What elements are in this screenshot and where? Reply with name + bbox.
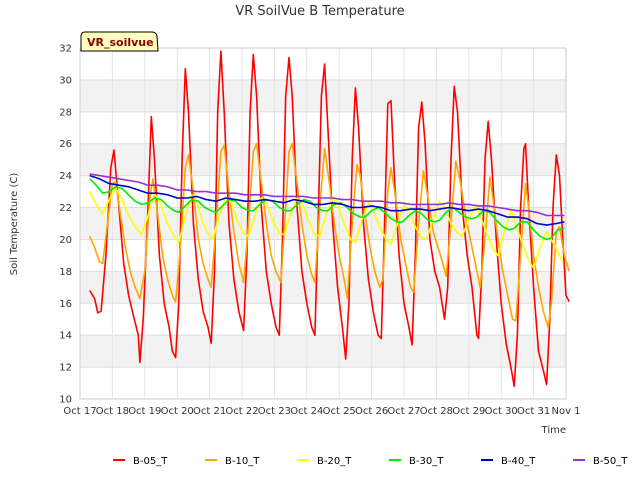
y-tick-label: 20: [59, 235, 72, 246]
x-tick-label: Oct 21: [193, 406, 226, 417]
plot-band: [80, 271, 566, 304]
x-tick-label: Oct 27: [387, 406, 420, 417]
x-tick-label: Oct 18: [96, 406, 129, 417]
y-tick-label: 26: [59, 139, 72, 150]
x-tick-label: Oct 30: [485, 406, 518, 417]
series-line-b-50_t: [89, 173, 565, 217]
legend: B-05_T B-10_T B-20_T B-30_T B-40_T B-50_T: [113, 456, 628, 467]
y-tick-label: 28: [59, 107, 72, 118]
x-tick-label: Oct 19: [128, 406, 161, 417]
legend-item: B-40_T: [481, 456, 536, 467]
x-axis-label: Time: [541, 425, 566, 436]
badge-label: VR_soilvue: [87, 36, 154, 49]
station-badge: VR_soilvue: [80, 31, 159, 52]
legend-item: B-10_T: [205, 456, 260, 467]
x-tick-label: Oct 29: [452, 406, 485, 417]
x-tick-label: Oct 28: [420, 406, 453, 417]
y-tick-label: 18: [59, 267, 72, 278]
x-tick-label: Oct 22: [225, 406, 258, 417]
legend-label: B-40_T: [501, 456, 536, 467]
x-tick-label: Oct 23: [258, 406, 291, 417]
y-axis-label: Soil Temperature (C): [9, 173, 20, 276]
legend-label: B-50_T: [593, 456, 628, 467]
x-tick-label: Oct 20: [161, 406, 194, 417]
x-tick-label: Oct 31: [517, 406, 550, 417]
y-tick-label: 30: [59, 75, 72, 86]
chart-title: VR SoilVue B Temperature: [235, 4, 404, 19]
legend-label: B-05_T: [133, 456, 168, 467]
y-tick-label: 12: [59, 363, 72, 374]
y-tick-label: 22: [59, 203, 72, 214]
legend-item: B-30_T: [389, 456, 444, 467]
legend-label: B-10_T: [225, 456, 260, 467]
legend-item: B-50_T: [573, 456, 628, 467]
y-tick-label: 14: [59, 331, 72, 342]
legend-item: B-05_T: [113, 456, 168, 467]
series-line-b-30_t: [89, 178, 565, 241]
plot-area-frame: [79, 47, 567, 400]
x-tick-label: Nov 1: [551, 406, 580, 417]
x-tick-label: Oct 24: [290, 406, 323, 417]
legend-item: B-20_T: [297, 456, 352, 467]
x-axis-ticks: Oct 17 Oct 18 Oct 19 Oct 20 Oct 21 Oct 22 Oct …: [63, 406, 580, 417]
y-axis-ticks: 10 12 14 16 18 20 22 24 26 28 30 32: [59, 44, 72, 406]
legend-label: B-20_T: [317, 456, 352, 467]
y-tick-label: 16: [59, 299, 72, 310]
y-tick-label: 32: [59, 44, 72, 55]
badge-box: [80, 31, 159, 52]
y-tick-label: 10: [59, 395, 72, 406]
legend-label: B-30_T: [409, 456, 444, 467]
x-tick-label: Oct 26: [355, 406, 388, 417]
x-tick-label: Oct 25: [323, 406, 356, 417]
series-layer: [88, 50, 570, 387]
y-tick-label: 24: [59, 171, 72, 182]
series-line-b-10_t: [88, 142, 570, 328]
series-line-b-40_t: [89, 174, 565, 226]
x-tick-label: Oct 17: [63, 406, 96, 417]
plot-band: [80, 335, 566, 368]
series-line-b-20_t: [88, 187, 564, 269]
